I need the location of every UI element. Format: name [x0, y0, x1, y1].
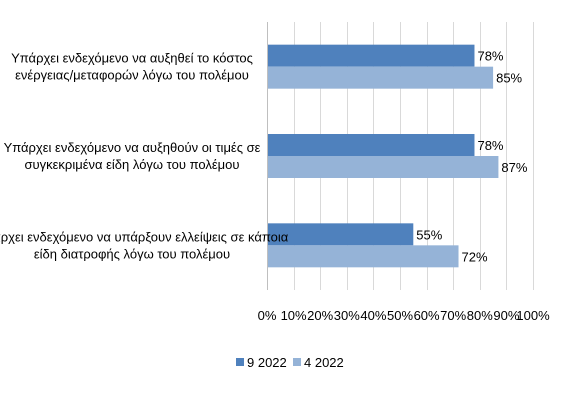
bar-series1-cat2 [268, 134, 475, 156]
legend-label: 4 2022 [304, 355, 344, 370]
x-tick-label: 50% [387, 308, 413, 323]
x-tick-label: 10% [281, 308, 307, 323]
bar-series1-cat3 [268, 223, 414, 246]
category-label-line: ενέργειας/μεταφορών λόγω του πολέμου [15, 68, 249, 83]
x-tick-label: 70% [440, 308, 466, 323]
data-label: 87% [501, 160, 527, 175]
bar-series2-cat3 [268, 245, 459, 268]
x-axis-tick-labels: 0% 10% 20% 30% 40% 50% 60% 70% 80% 90%100% [258, 308, 550, 323]
x-tick-label: 60% [414, 308, 440, 323]
x-tick-label: 80% [467, 308, 493, 323]
data-label: 78% [477, 49, 503, 64]
category-label: Υπάρχει ενδεχόμενο να αυξηθεί το κόστος ε… [11, 51, 253, 83]
x-tick-label: 0% [258, 308, 277, 323]
data-label: 55% [416, 227, 442, 242]
category-label-line: είδη διατροφής λόγω του πολέμου [34, 246, 230, 261]
category-label-line: Υπάρχει ενδεχόμενο να υπάρξουν ελλείψεις… [0, 229, 289, 244]
x-tick-label: 40% [360, 308, 386, 323]
category-label-line: Υπάρχει ενδεχόμενο να αυξηθούν οι τιμές … [4, 140, 261, 155]
legend-label: 9 2022 [247, 355, 287, 370]
data-label: 85% [496, 71, 522, 86]
x-tick-label: 90% [493, 308, 519, 323]
bars [268, 44, 499, 268]
x-tick-label: 20% [307, 308, 333, 323]
x-tick-label: 30% [334, 308, 360, 323]
legend: 9 2022 4 2022 [236, 355, 344, 370]
data-label: 72% [462, 249, 488, 264]
category-label-line: Υπάρχει ενδεχόμενο να αυξηθεί το κόστος [11, 51, 253, 66]
data-label: 78% [477, 138, 503, 153]
category-labels: Υπάρχει ενδεχόμενο να αυξηθεί το κόστος ε… [0, 51, 289, 262]
legend-swatch [293, 358, 301, 366]
x-tick-label: 100% [516, 308, 550, 323]
category-label: Υπάρχει ενδεχόμενο να αυξηθούν οι τιμές … [4, 140, 261, 172]
bar-series2-cat1 [268, 66, 494, 89]
category-label: Υπάρχει ενδεχόμενο να υπάρξουν ελλείψεις… [0, 229, 289, 261]
bar-series1-cat1 [268, 44, 475, 67]
category-label-line: συγκεκριμένα είδη λόγω του πολέμου [25, 157, 240, 172]
data-labels: 78% 85% 78% 87% 55% 72% [416, 49, 528, 265]
legend-swatch [236, 358, 244, 366]
bar-series2-cat2 [268, 156, 499, 178]
